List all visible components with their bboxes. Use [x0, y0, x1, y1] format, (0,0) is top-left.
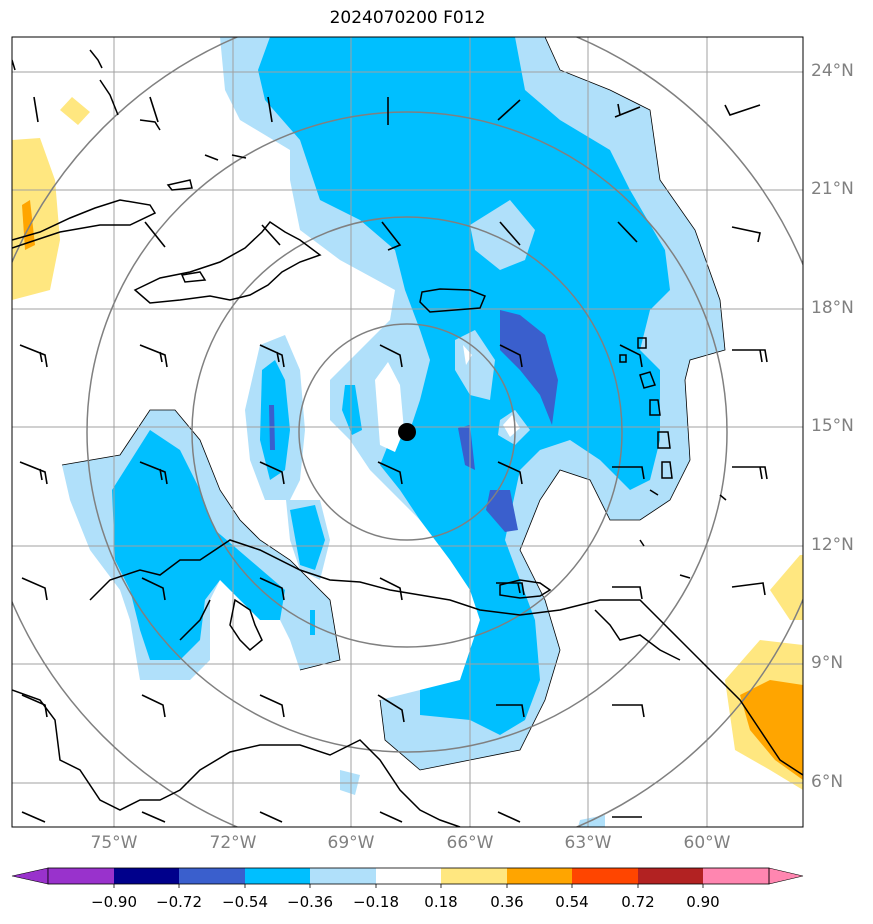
lat-label-24n: 24°N — [811, 61, 854, 81]
contour-white-holes — [375, 345, 520, 452]
coastlines — [12, 49, 803, 827]
lat-label-9n: 9°N — [811, 653, 844, 673]
colorbar-label: −0.36 — [287, 893, 333, 911]
colorbar-label: −0.90 — [91, 893, 137, 911]
colorbar-label: 0.90 — [686, 893, 720, 911]
lat-label-15n: 15°N — [811, 416, 854, 436]
colorbar-label: −0.72 — [156, 893, 202, 911]
contour-dark-blue — [269, 310, 558, 532]
colorbar-label: 0.54 — [555, 893, 589, 911]
contour-warm — [12, 97, 803, 790]
colorbar-label: 0.18 — [424, 893, 458, 911]
lat-label-12n: 12°N — [811, 535, 854, 555]
map-panel — [12, 37, 803, 827]
colorbar-label: −0.18 — [353, 893, 399, 911]
lon-label-60w: 60°W — [683, 833, 731, 853]
colorbar-label: −0.54 — [222, 893, 268, 911]
distance-rings — [12, 37, 803, 827]
lat-label-6n: 6°N — [811, 772, 844, 792]
lon-label-69w: 69°W — [327, 833, 375, 853]
chart-title: 2024070200 F012 — [329, 8, 486, 28]
lon-label-75w: 75°W — [90, 833, 138, 853]
lon-label-72w: 72°W — [209, 833, 257, 853]
map-frame — [11, 36, 804, 828]
storm-center-marker — [398, 423, 416, 441]
colorbar-label: 0.72 — [621, 893, 655, 911]
lon-label-63w: 63°W — [564, 833, 612, 853]
colorbar — [11, 867, 804, 888]
wind-barbs — [19, 96, 768, 823]
contour-outlines — [61, 37, 726, 771]
contour-mid-blue — [112, 37, 670, 735]
lon-label-66w: 66°W — [446, 833, 494, 853]
colorbar-label: 0.36 — [490, 893, 524, 911]
lat-label-18n: 18°N — [811, 298, 854, 318]
lat-label-21n: 21°N — [811, 179, 854, 199]
